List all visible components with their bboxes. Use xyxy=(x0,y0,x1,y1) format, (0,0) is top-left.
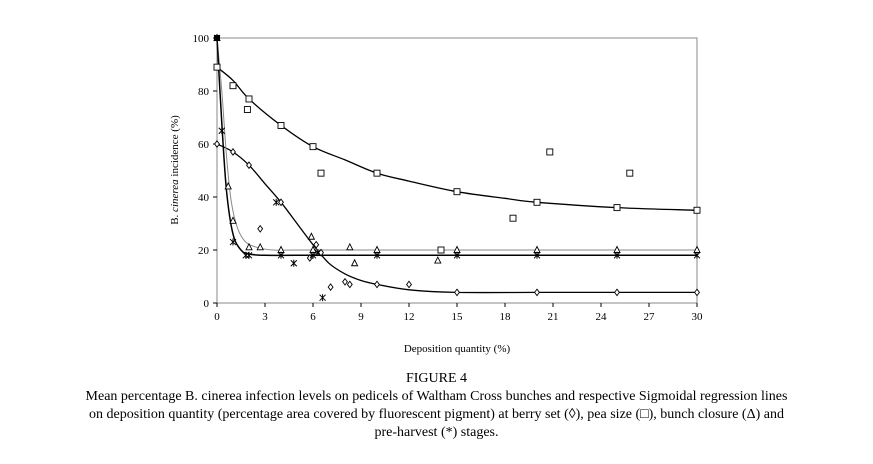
star-point xyxy=(309,251,317,259)
diamond-point xyxy=(342,277,348,286)
diamond-point xyxy=(246,161,252,170)
caption-line-2: on deposition quantity (percentage area … xyxy=(89,407,784,422)
axes: 0 3 6 9 12 15 18 21 24 27 30 0 20 40 60 80 100 xyxy=(193,33,704,323)
square-point xyxy=(373,169,381,177)
diamond-point xyxy=(374,280,380,289)
star-series-regression-line xyxy=(216,37,697,257)
square-point xyxy=(229,82,237,90)
triangle-point xyxy=(350,258,359,267)
star-point xyxy=(272,198,280,206)
square-point xyxy=(277,121,285,129)
square-point xyxy=(317,169,325,177)
square-point xyxy=(309,143,317,151)
star-point xyxy=(373,251,381,259)
square-point xyxy=(243,106,251,114)
diamond-point xyxy=(694,288,700,297)
x-tick-label: 30 xyxy=(692,311,704,323)
diamond-point xyxy=(278,198,284,207)
diamond-series-regression-line xyxy=(216,143,697,294)
star-point xyxy=(242,251,250,259)
y-tick-label: 100 xyxy=(193,33,210,45)
triangle-point xyxy=(346,242,354,251)
figure-title: FIGURE 4 xyxy=(405,371,468,386)
diamond-point xyxy=(230,148,236,156)
chart: 0 3 6 9 12 15 18 21 24 27 30 0 20 40 60 80 100 Depositio… xyxy=(169,33,704,355)
caption-line-1: Mean percentage B. cinerea infection lev… xyxy=(85,389,788,404)
square-point xyxy=(626,169,634,177)
star-point xyxy=(277,251,285,259)
x-tick-label: 21 xyxy=(548,311,559,323)
diamond-point xyxy=(257,224,264,233)
x-tick-label: 3 xyxy=(262,311,268,323)
triangle-series-regression-line xyxy=(216,37,697,251)
diamond-point xyxy=(614,288,620,297)
square-point xyxy=(213,63,221,71)
triangle-point xyxy=(224,181,232,190)
x-tick-label: 6 xyxy=(310,311,316,323)
triangle-point xyxy=(245,242,253,251)
star-point xyxy=(218,127,226,135)
star-point xyxy=(245,251,253,259)
caption-line-3: pre-harvest (*) stages. xyxy=(374,425,499,440)
square-point xyxy=(693,206,701,214)
square-point xyxy=(509,214,517,222)
star-point xyxy=(613,251,621,259)
star-point xyxy=(453,251,461,259)
star-point xyxy=(314,249,322,257)
y-tick-label: 40 xyxy=(198,192,210,204)
star-point xyxy=(290,259,298,267)
x-axis-title: Deposition quantity (%) xyxy=(404,343,511,355)
y-tick-label: 80 xyxy=(198,86,210,98)
star-point xyxy=(319,294,326,302)
diamond-point xyxy=(313,240,320,249)
triangle-point xyxy=(256,242,264,251)
triangle-point xyxy=(229,216,237,224)
square-point xyxy=(453,188,461,196)
x-tick-label: 18 xyxy=(500,311,512,323)
x-tick-label: 12 xyxy=(404,311,415,323)
y-tick-label: 20 xyxy=(198,245,210,257)
x-tick-label: 24 xyxy=(596,311,608,323)
diamond-point xyxy=(454,288,460,297)
star-point xyxy=(693,251,701,259)
y-axis-title: B. cinerea incidence (%) xyxy=(169,115,181,225)
y-tick-label: 60 xyxy=(198,139,210,151)
data-points xyxy=(213,33,701,302)
diamond-point xyxy=(534,288,540,297)
x-tick-label: 9 xyxy=(358,311,364,323)
diamond-point xyxy=(214,140,220,148)
square-point xyxy=(437,246,445,254)
diamond-point xyxy=(406,280,412,289)
figure-caption: Mean percentage B. cinerea infection lev… xyxy=(0,388,873,442)
square-point xyxy=(613,204,621,212)
square-point xyxy=(533,198,541,206)
star-point xyxy=(229,238,237,246)
x-tick-label: 27 xyxy=(644,311,656,323)
star-point xyxy=(533,251,541,259)
square-point xyxy=(245,95,253,103)
diamond-point xyxy=(346,280,353,289)
y-tick-label: 0 xyxy=(204,298,210,310)
diamond-point xyxy=(327,283,334,292)
triangle-point xyxy=(434,256,442,264)
x-tick-label: 15 xyxy=(452,311,464,323)
x-tick-label: 0 xyxy=(214,311,220,323)
plot-area xyxy=(216,37,698,304)
triangle-point xyxy=(307,232,316,240)
start-point xyxy=(214,35,220,41)
square-point xyxy=(546,148,554,156)
